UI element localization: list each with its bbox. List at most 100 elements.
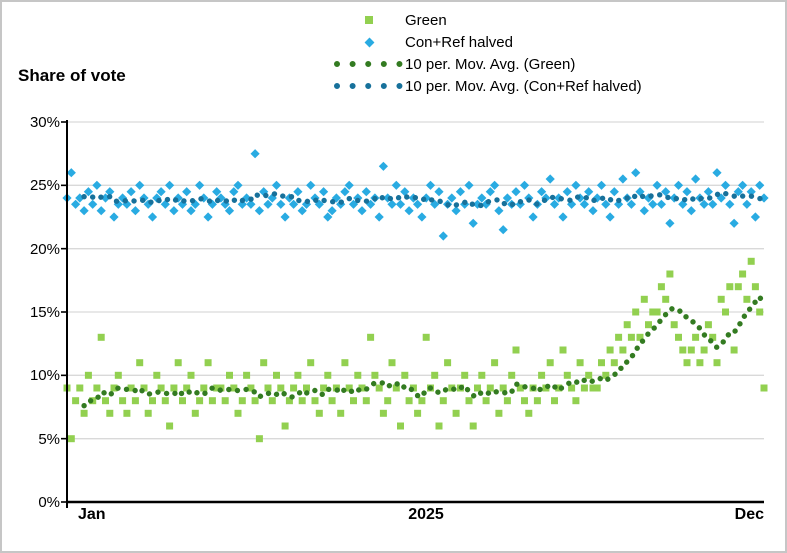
legend: Green Con+Ref halved 10 per. Mov. Avg. (Gr… — [333, 9, 642, 97]
data-point — [537, 187, 547, 197]
data-point — [358, 384, 366, 392]
data-point — [404, 206, 414, 216]
data-point — [186, 206, 196, 216]
data-point — [400, 187, 410, 197]
data-point — [747, 257, 755, 265]
data-point — [665, 218, 675, 228]
data-point — [362, 397, 370, 405]
data-point — [490, 180, 500, 190]
data-point — [431, 371, 439, 379]
data-point — [683, 359, 691, 367]
data-point — [623, 321, 631, 329]
data-point — [234, 409, 242, 417]
data-point — [303, 384, 310, 392]
data-point — [187, 371, 195, 379]
series-0 — [63, 257, 768, 443]
data-point — [350, 397, 357, 405]
data-point — [666, 270, 674, 278]
data-point — [729, 218, 739, 228]
data-point — [511, 187, 521, 197]
series-1 — [62, 149, 769, 241]
data-point — [387, 199, 397, 209]
legend-item-0: Green — [333, 9, 642, 31]
data-point — [538, 371, 546, 379]
data-point — [226, 371, 233, 379]
legend-label: 10 per. Mov. Avg. (Green) — [405, 55, 576, 73]
data-point — [247, 384, 255, 392]
data-point — [528, 212, 538, 222]
data-point — [525, 409, 533, 417]
data-point — [609, 187, 619, 197]
dotted-line-icon — [333, 81, 405, 91]
data-point — [76, 384, 84, 392]
data-point — [482, 397, 490, 405]
data-point — [165, 180, 175, 190]
data-point — [679, 346, 687, 354]
green-square-icon — [333, 16, 405, 24]
data-point — [700, 346, 708, 354]
data-point — [477, 193, 487, 203]
data-point — [605, 212, 615, 222]
data-point — [585, 371, 593, 379]
y-axis-tick-label: 0% — [38, 494, 60, 511]
data-point — [100, 193, 111, 203]
data-point — [221, 397, 229, 405]
data-point — [502, 193, 512, 203]
x-axis-label-dec: Dec — [734, 506, 764, 523]
y-axis-tick-label: 15% — [29, 304, 60, 321]
data-point — [549, 199, 560, 209]
data-point — [601, 199, 611, 209]
data-point — [367, 333, 375, 341]
data-point — [166, 422, 174, 430]
data-point — [417, 212, 427, 222]
data-point — [713, 359, 721, 367]
data-point — [626, 199, 636, 209]
data-point — [742, 199, 752, 209]
data-point — [395, 199, 406, 209]
data-point — [593, 384, 601, 392]
data-point — [320, 384, 328, 392]
data-point — [110, 384, 118, 392]
data-point — [712, 168, 722, 178]
data-point — [319, 187, 329, 197]
data-point — [568, 384, 576, 392]
data-point — [533, 397, 541, 405]
legend-label: Con+Ref halved — [405, 33, 513, 51]
data-point — [280, 212, 290, 222]
data-point — [699, 199, 709, 209]
data-point — [598, 359, 605, 367]
legend-item-1: Con+Ref halved — [333, 31, 642, 53]
data-point — [584, 187, 594, 197]
legend-label: Green — [405, 11, 447, 29]
data-point — [149, 397, 156, 405]
data-point — [191, 409, 199, 417]
data-point — [92, 180, 102, 190]
data-point — [285, 397, 293, 405]
data-point — [438, 231, 448, 241]
data-point — [738, 180, 748, 190]
data-point — [327, 206, 337, 216]
data-point — [414, 409, 422, 417]
data-point — [374, 212, 384, 222]
data-point — [421, 193, 431, 203]
data-point — [267, 193, 277, 203]
data-point — [130, 206, 140, 216]
y-axis-tick-label: 10% — [29, 367, 60, 385]
data-point — [495, 409, 503, 417]
data-point — [273, 371, 280, 379]
data-point — [756, 308, 764, 316]
data-point — [306, 180, 316, 190]
data-point — [703, 187, 713, 197]
data-point — [670, 321, 678, 329]
data-point — [558, 212, 568, 222]
legend-item-3: 10 per. Mov. Avg. (Con+Ref halved) — [333, 75, 642, 97]
data-point — [481, 199, 491, 209]
data-point — [434, 187, 444, 197]
data-point — [451, 206, 461, 216]
data-point — [67, 435, 75, 443]
data-point — [405, 397, 413, 405]
data-point — [105, 187, 115, 197]
data-point — [485, 187, 495, 197]
data-point — [84, 371, 92, 379]
